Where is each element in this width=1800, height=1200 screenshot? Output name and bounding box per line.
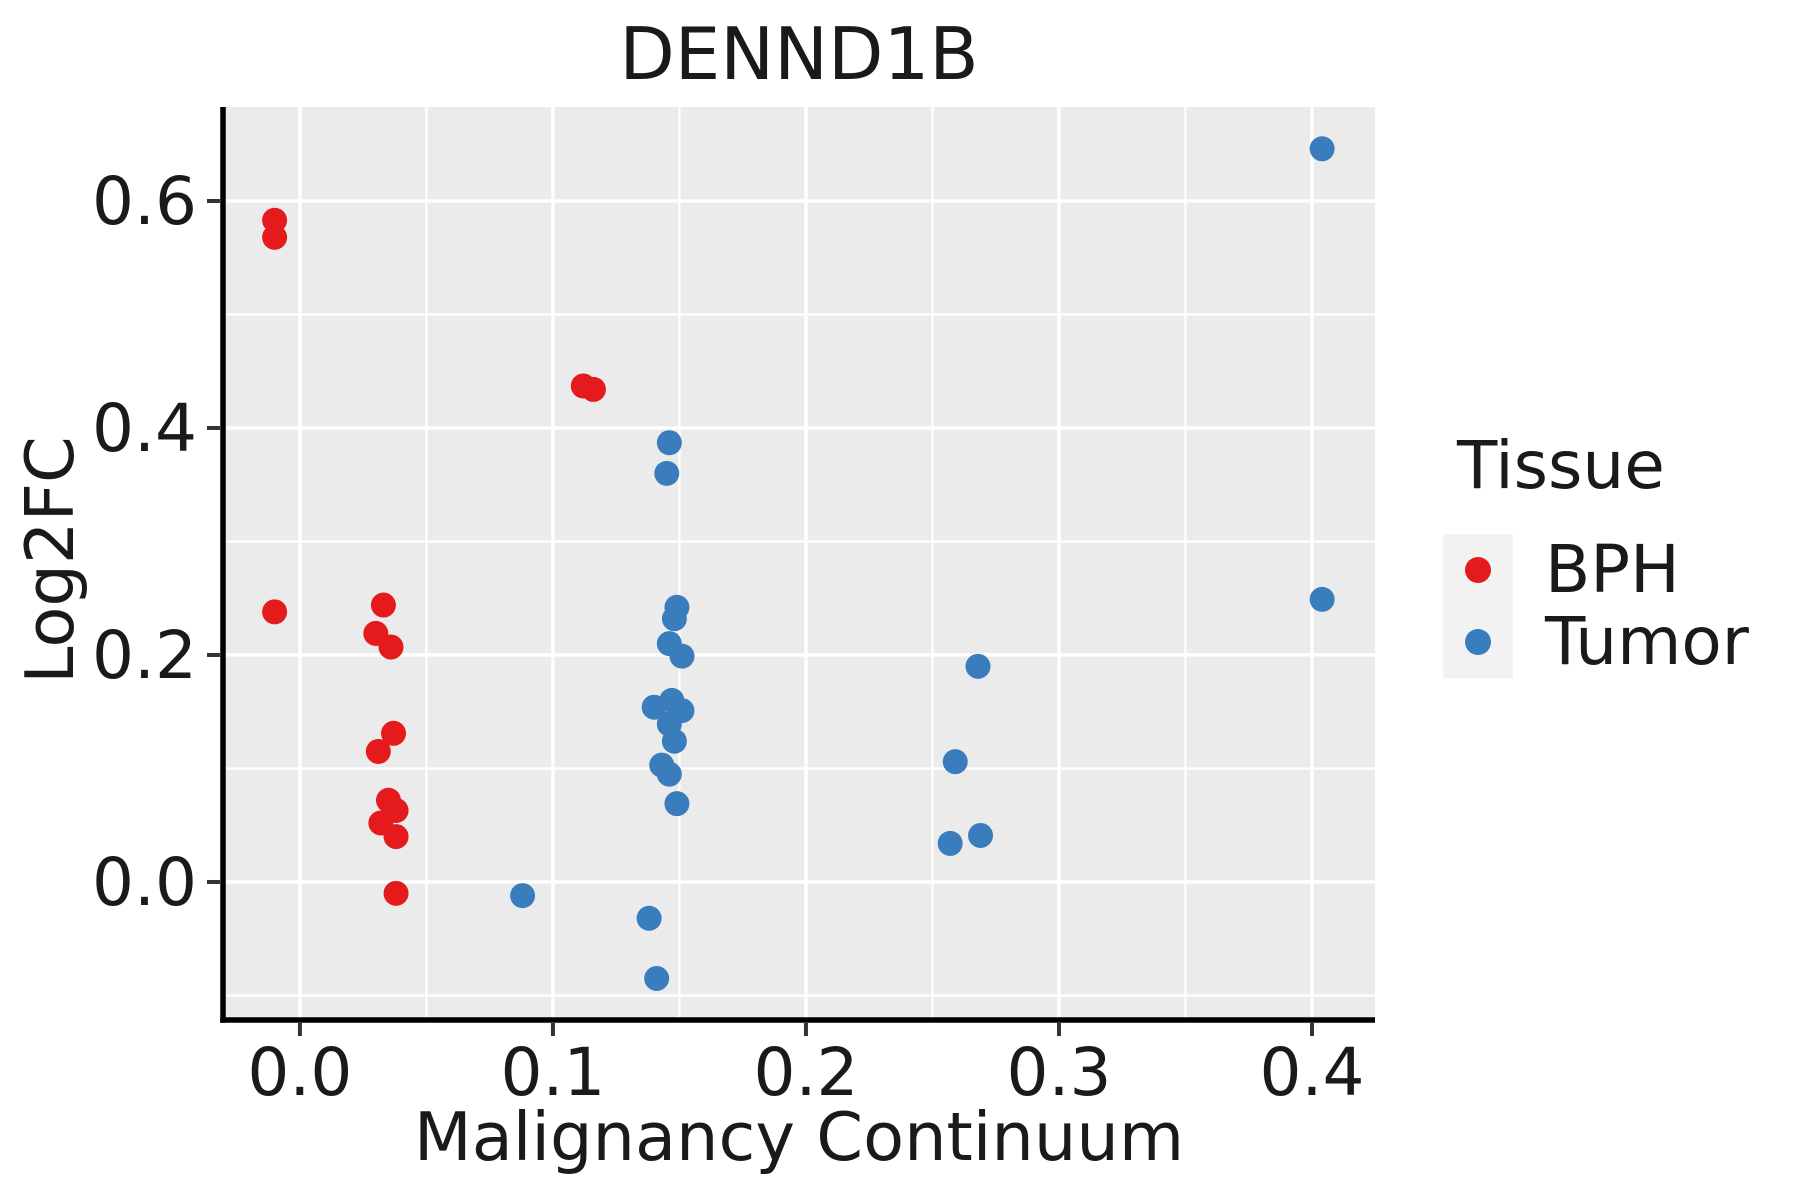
x-axis-title: Malignancy Continuum: [413, 1098, 1185, 1176]
x-tick-label: 0.2: [753, 1034, 858, 1111]
data-point-tumor: [937, 830, 963, 856]
y-tick-label: 0.6: [92, 163, 197, 240]
legend-label-tumor: Tumor: [1545, 603, 1749, 681]
legend-title: Tissue: [1457, 427, 1665, 504]
legend-label-bph: BPH: [1545, 531, 1680, 609]
data-point-tumor: [654, 460, 680, 486]
data-point-tumor: [1309, 136, 1335, 162]
legend: Tissue BPH Tumor: [1443, 427, 1749, 681]
x-tick-label: 0.4: [1260, 1034, 1365, 1111]
y-axis-title: Log2FC: [11, 436, 89, 684]
data-point-tumor: [1309, 586, 1335, 612]
data-point-tumor: [641, 694, 667, 720]
tumor-dot-icon: [1465, 628, 1491, 655]
x-tick-label: 0.3: [1006, 1034, 1111, 1111]
data-point-tumor: [510, 883, 536, 909]
data-point-tumor: [644, 965, 670, 991]
data-point-tumor: [669, 643, 695, 669]
chart-title: DENND1B: [619, 12, 979, 96]
plot-panel: [223, 107, 1375, 1020]
data-point-tumor: [965, 653, 991, 679]
x-tick-label: 0.0: [247, 1034, 352, 1111]
data-point-tumor: [942, 749, 968, 775]
data-point-tumor: [661, 606, 687, 632]
data-point-tumor: [636, 905, 662, 931]
y-tick-label: 0.0: [92, 844, 197, 921]
data-point-tumor: [664, 791, 690, 817]
legend-key-box: [1443, 605, 1513, 678]
data-point-tumor: [968, 822, 994, 848]
bph-dot-icon: [1465, 556, 1491, 583]
data-point-bph: [262, 224, 288, 250]
data-point-tumor: [656, 761, 682, 787]
data-point-bph: [378, 634, 404, 660]
data-point-bph: [370, 592, 396, 618]
legend-entry-bph: BPH: [1443, 531, 1749, 609]
data-point-bph: [580, 376, 606, 402]
legend-key-box: [1443, 533, 1513, 606]
data-point-bph: [381, 720, 407, 746]
legend-entry-tumor: Tumor: [1443, 603, 1749, 681]
y-tick-label: 0.4: [92, 390, 197, 467]
x-tick-label: 0.1: [500, 1034, 605, 1111]
y-tick-label: 0.2: [92, 617, 197, 694]
data-point-tumor: [656, 430, 682, 456]
data-point-bph: [262, 599, 288, 625]
data-point-bph: [383, 824, 409, 850]
data-point-tumor: [661, 728, 687, 754]
data-point-bph: [365, 738, 391, 764]
data-point-bph: [383, 880, 409, 906]
